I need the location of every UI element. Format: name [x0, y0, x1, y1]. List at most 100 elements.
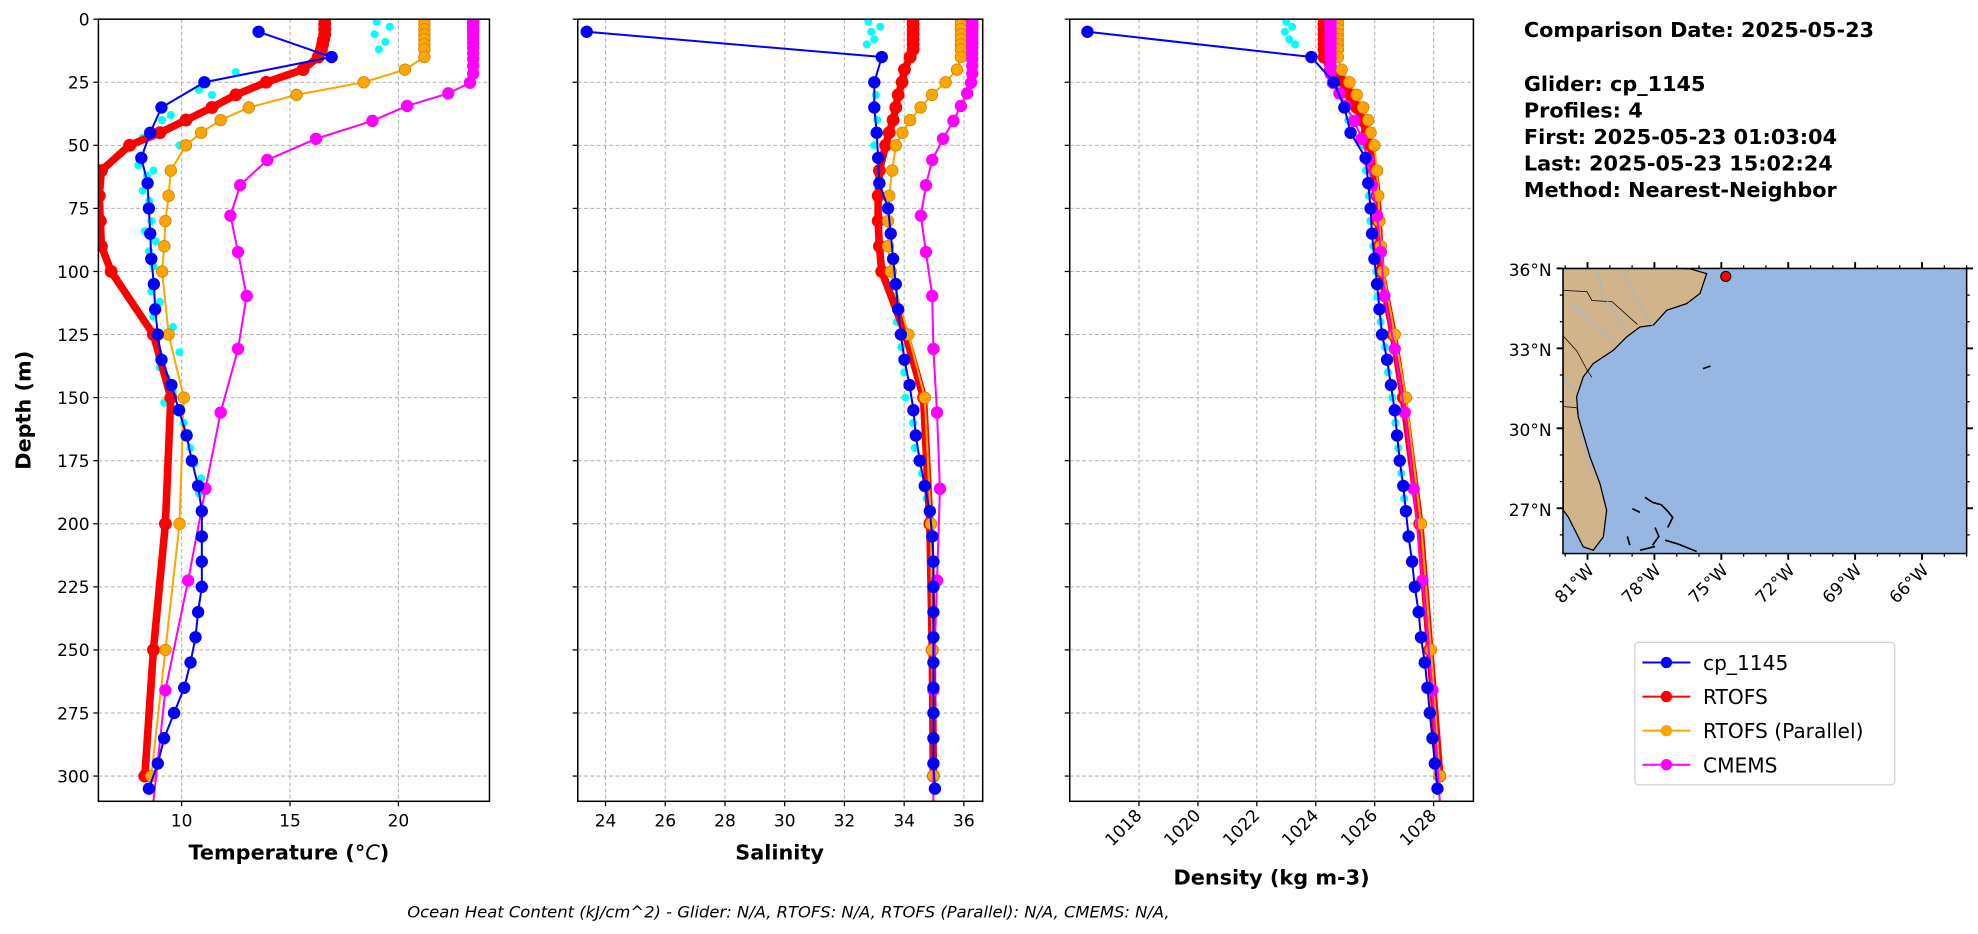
data-point-cmems: [1407, 482, 1420, 495]
data-point-cp-1145: [928, 782, 942, 795]
data-point-cp-1145: [870, 126, 883, 139]
legend-marker-icon: [1660, 690, 1673, 703]
data-point-cmems: [159, 684, 172, 697]
data-point-cp-1145: [1414, 631, 1428, 644]
data-point-cp-1145: [580, 25, 593, 38]
data-point-rtofs-parallel: [1350, 88, 1363, 102]
raw-glider-point: [1285, 35, 1294, 44]
data-point-cp-1145: [871, 151, 885, 165]
y-tick-label: 75: [68, 200, 90, 220]
axes-frame: [97, 18, 491, 803]
data-point-cp-1145: [191, 605, 205, 619]
raw-glider-point: [862, 40, 871, 49]
map-land: [1562, 268, 1708, 552]
data-point-cp-1145: [1373, 303, 1386, 316]
data-point-rtofs-parallel: [1424, 643, 1438, 657]
data-point-cp-1145: [1408, 580, 1421, 594]
legend-entry-rtofs-parallel: RTOFS (Parallel): [1642, 719, 1863, 743]
data-point-cp-1145: [144, 227, 157, 240]
data-point-cmems: [233, 179, 247, 192]
data-point-cp-1145: [1418, 656, 1431, 669]
state-borders: [1562, 290, 1638, 417]
data-point-rtofs-parallel: [1335, 63, 1348, 76]
data-point-cmems: [463, 76, 477, 89]
legend-entry-cmems: CMEMS: [1642, 753, 1777, 777]
raw-glider-point: [909, 418, 918, 427]
data-point-cp-1145: [1412, 605, 1425, 619]
data-point-cmems: [926, 153, 939, 167]
x-tick-label: 26: [654, 812, 676, 832]
data-point-rtofs-parallel: [162, 189, 175, 202]
legend-label: RTOFS (Parallel): [1703, 719, 1863, 743]
raw-glider-point: [864, 19, 873, 26]
data-point-cp-1145: [151, 757, 164, 770]
data-point-rtofs-parallel: [173, 517, 186, 530]
raw-glider-point: [370, 30, 379, 39]
data-point-cp-1145: [1368, 252, 1381, 266]
y-tick-label: 300: [57, 767, 89, 787]
data-point-rtofs: [903, 50, 917, 64]
data-point-cp-1145: [180, 429, 193, 442]
data-point-cp-1145: [149, 303, 162, 316]
y-tick-label: 275: [57, 704, 89, 724]
data-point-cp-1145: [1359, 151, 1372, 165]
data-point-cp-1145: [927, 656, 940, 669]
data-point-cp-1145: [923, 504, 937, 518]
y-tick-label: 175: [57, 452, 89, 472]
legend-marker-icon: [1660, 759, 1673, 771]
data-point-cp-1145: [1393, 454, 1406, 467]
lat-tick-label: 36°N: [1509, 261, 1552, 281]
data-point-rtofs-parallel: [177, 391, 190, 404]
legend-box: [1634, 641, 1896, 786]
data-point-cmems: [231, 342, 245, 356]
data-point-cmems: [181, 574, 195, 587]
glider-name: Glider: cp_1145: [1524, 72, 1706, 96]
data-point-rtofs-parallel: [1368, 139, 1381, 152]
data-point-cmems: [927, 342, 940, 356]
data-point-cp-1145: [889, 277, 902, 291]
data-point-cmems: [919, 245, 933, 259]
data-point-cmems: [1348, 114, 1361, 128]
data-point-cmems: [930, 406, 944, 419]
x-tick-label: 1020: [1160, 806, 1205, 851]
data-point-cp-1145: [1380, 353, 1394, 366]
raw-glider-point: [1282, 19, 1291, 26]
data-point-rtofs: [895, 75, 909, 89]
data-point-cp-1145: [927, 706, 940, 720]
data-point-rtofs: [889, 101, 903, 114]
data-point-cmems: [261, 153, 274, 167]
data-point-cp-1145: [145, 252, 158, 266]
data-point-cp-1145: [1390, 429, 1404, 442]
data-point-cp-1145: [178, 681, 191, 694]
data-point-cp-1145: [167, 706, 181, 720]
data-point-cp-1145: [151, 328, 164, 341]
data-point-rtofs-parallel: [1370, 164, 1384, 177]
data-point-cmems: [231, 245, 245, 259]
y-tick-label: 125: [57, 326, 89, 346]
x-tick-label: 1024: [1278, 806, 1323, 851]
data-point-cp-1145: [1344, 126, 1357, 139]
y-tick-label: 200: [57, 515, 89, 535]
raw-glider-point: [138, 186, 147, 195]
data-point-cp-1145: [918, 479, 931, 493]
data-point-rtofs-parallel: [164, 164, 177, 177]
raw-glider-point: [194, 85, 204, 94]
y-tick-label: 250: [57, 641, 89, 661]
legend: cp_1145 RTOFS RTOFS (Parallel) CMEMS: [1634, 641, 1896, 786]
data-point-rtofs: [891, 88, 905, 102]
data-point-rtofs: [179, 113, 193, 127]
data-point-cp-1145: [898, 353, 911, 366]
lon-tick-label: 81°W: [1551, 560, 1598, 607]
data-point-cmems: [919, 179, 933, 192]
bahamas: [1626, 365, 1711, 553]
data-point-cp-1145: [907, 404, 920, 417]
data-point-rtofs: [123, 138, 137, 152]
data-point-cp-1145: [868, 101, 881, 114]
data-point-rtofs: [205, 101, 219, 114]
data-point-rtofs-parallel: [1362, 113, 1375, 127]
raw-glider-point: [381, 37, 390, 46]
x-tick-label: 30: [774, 812, 796, 832]
x-tick-label: 1018: [1102, 806, 1147, 851]
x-tick-label: 10: [171, 812, 193, 832]
data-point-rtofs-parallel: [159, 643, 172, 657]
